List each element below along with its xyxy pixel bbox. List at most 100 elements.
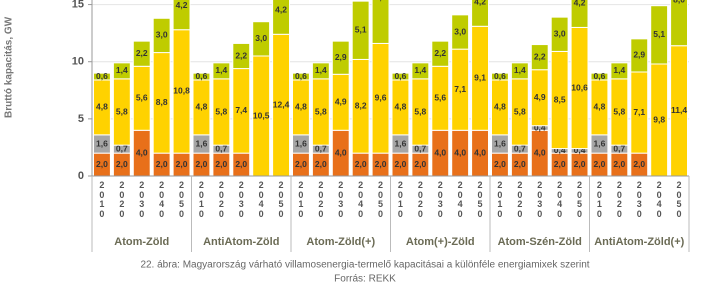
group-label: Atom(+)-Zöld xyxy=(406,236,475,248)
bar-segment xyxy=(431,40,450,67)
bar-segment xyxy=(292,72,310,81)
bar-segment xyxy=(530,44,549,71)
value-label: 9,1 xyxy=(474,73,486,83)
value-label: 8,8 xyxy=(156,97,168,107)
value-label: 4,8 xyxy=(395,102,407,112)
value-label: 9,8 xyxy=(653,114,665,124)
x-tick-label: 2040 xyxy=(159,180,165,219)
bar-segment xyxy=(411,62,430,80)
bar-segment xyxy=(212,62,231,80)
x-tick-label: 2010 xyxy=(596,180,602,219)
x-tick-label: 2050 xyxy=(477,180,483,219)
group-label: AntiAtom-Zöld xyxy=(203,236,279,248)
value-label: 8,0 xyxy=(673,0,685,4)
value-label: 4,2 xyxy=(176,0,188,10)
value-label: 0,7 xyxy=(613,143,625,153)
value-label: 2,0 xyxy=(554,159,566,169)
group-label: AntiAtom-Zöld(+) xyxy=(594,236,684,248)
x-tick-label: 2030 xyxy=(437,180,443,219)
x-tick-label: 2020 xyxy=(119,180,125,219)
bar-segment xyxy=(152,17,171,54)
x-tick-label: 2020 xyxy=(318,180,324,219)
value-label: 1,6 xyxy=(295,138,307,148)
value-label: 5,6 xyxy=(434,93,446,103)
value-label: 4,0 xyxy=(474,147,486,157)
value-label: 4,9 xyxy=(335,97,347,107)
x-tick-label: 2050 xyxy=(278,180,284,219)
value-label: 2,0 xyxy=(574,159,586,169)
value-label: 5,8 xyxy=(116,106,128,116)
x-tick-label: 2020 xyxy=(616,180,622,219)
x-tick-label: 2010 xyxy=(198,180,204,219)
bar-segment xyxy=(252,21,271,57)
value-label: 5,8 xyxy=(613,106,625,116)
value-label: 0,7 xyxy=(414,143,426,153)
value-label: 0,7 xyxy=(116,143,128,153)
x-tick-label: 2050 xyxy=(378,180,384,219)
value-label: 0,6 xyxy=(295,71,307,81)
value-label: 4,0 xyxy=(136,147,148,157)
value-label: 4,2 xyxy=(275,5,287,15)
value-label: 0,4 xyxy=(534,122,546,132)
value-label: 2,9 xyxy=(633,50,645,60)
bar-segment xyxy=(272,0,291,35)
value-label: 5,8 xyxy=(514,106,526,116)
value-label: 1,6 xyxy=(594,138,606,148)
x-tick-label: 2030 xyxy=(139,180,145,219)
bar-segment xyxy=(550,16,569,52)
value-label: 0,7 xyxy=(514,143,526,153)
bar-segment xyxy=(331,40,350,75)
y-tick-label: 0 xyxy=(78,170,84,182)
x-tick-label: 2030 xyxy=(338,180,344,219)
bar-segment xyxy=(93,72,111,81)
value-label: 1,6 xyxy=(494,138,506,148)
group-label: Atom-Zöld xyxy=(114,236,169,248)
value-label: 2,0 xyxy=(594,159,606,169)
value-label: 2,0 xyxy=(196,159,208,169)
x-tick-label: 2040 xyxy=(656,180,662,219)
value-label: 7,1 xyxy=(633,107,645,117)
y-tick-label: 10 xyxy=(72,56,84,68)
value-label: 5,6 xyxy=(136,93,148,103)
value-label: 4,8 xyxy=(594,102,606,112)
x-tick-label: 2040 xyxy=(358,180,364,219)
bar-segment xyxy=(172,0,191,31)
value-label: 2,0 xyxy=(633,159,645,169)
value-label: 2,0 xyxy=(215,159,227,169)
value-label: 4,2 xyxy=(574,0,586,8)
value-label: 2,0 xyxy=(494,159,506,169)
value-label: 4,2 xyxy=(474,0,486,7)
bar-segment xyxy=(112,62,131,80)
value-label: 2,0 xyxy=(514,159,526,169)
group-label: Atom-Szén-Zöld xyxy=(498,236,582,248)
value-label: 1,6 xyxy=(395,138,407,148)
y-axis-label: Bruttó kapacitás, GW xyxy=(4,16,15,118)
x-tick-label: 2010 xyxy=(99,180,105,219)
value-label: 5,8 xyxy=(315,106,327,116)
value-label: 3,0 xyxy=(255,33,267,43)
value-label: 2,0 xyxy=(116,159,128,169)
value-label: 4,0 xyxy=(434,147,446,157)
value-label: 2,0 xyxy=(395,159,407,169)
value-label: 1,4 xyxy=(215,65,227,75)
value-label: 4,9 xyxy=(534,92,546,102)
x-tick-label: 2030 xyxy=(238,180,244,219)
source: Forrás: REKK xyxy=(334,274,396,285)
bar-segment xyxy=(232,42,251,70)
value-label: 0,6 xyxy=(196,71,208,81)
x-tick-label: 2030 xyxy=(537,180,543,219)
value-label: 0,4 xyxy=(574,145,586,155)
value-label: 1,6 xyxy=(96,138,108,148)
value-label: 4,8 xyxy=(196,102,208,112)
value-label: 4,8 xyxy=(295,102,307,112)
value-label: 5,1 xyxy=(653,29,665,39)
value-label: 2,0 xyxy=(315,159,327,169)
value-label: 3,0 xyxy=(554,29,566,39)
x-tick-label: 2010 xyxy=(298,180,304,219)
value-label: 10,5 xyxy=(253,110,270,120)
value-label: 5,8 xyxy=(414,106,426,116)
value-label: 2,2 xyxy=(235,50,247,60)
x-tick-label: 2010 xyxy=(497,180,503,219)
value-label: 2,0 xyxy=(156,159,168,169)
